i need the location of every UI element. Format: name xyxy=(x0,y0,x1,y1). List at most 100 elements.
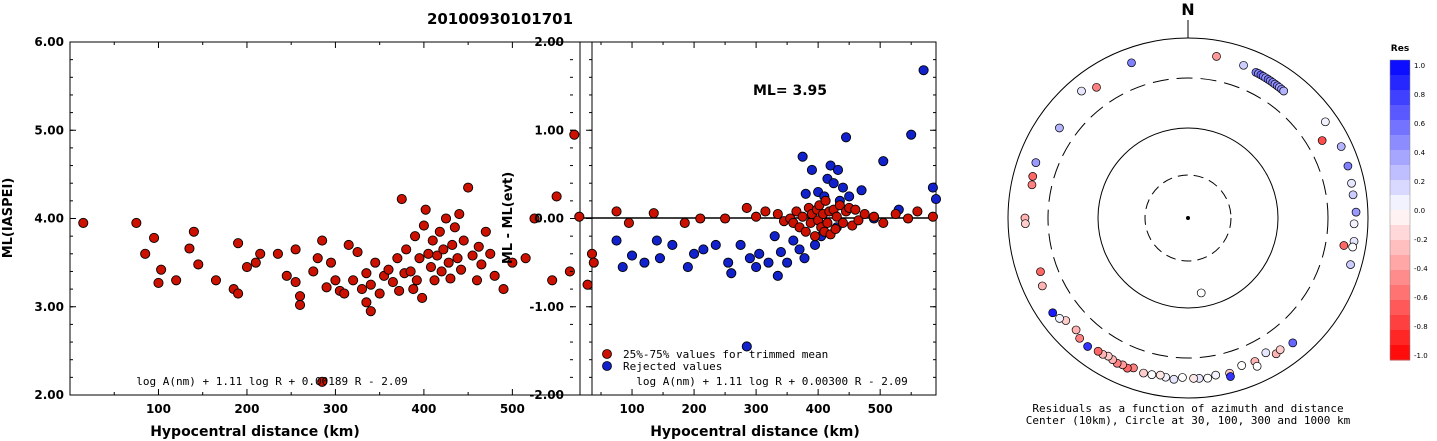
station-residual-point xyxy=(1288,338,1298,348)
trimmed-point xyxy=(611,206,622,217)
north-label: N xyxy=(1181,0,1194,19)
colorbar-swatch xyxy=(1390,270,1410,286)
panel2-xlabel: Hypocentral distance (km) xyxy=(650,424,860,440)
ml-point xyxy=(370,257,381,268)
panel1-ytick-label: 1.00 xyxy=(534,123,564,137)
trimmed-point xyxy=(834,200,845,211)
rejected-point xyxy=(723,257,734,268)
legend-marker-trimmed xyxy=(602,349,612,359)
colorbar-swatch xyxy=(1390,165,1410,181)
station-residual-point xyxy=(1212,52,1221,61)
station-residual-point xyxy=(1279,86,1289,96)
trimmed-point xyxy=(809,231,821,242)
trimmed-point xyxy=(868,211,880,222)
colorbar-swatch xyxy=(1390,255,1410,271)
ring-30km xyxy=(1144,174,1232,262)
ml-point xyxy=(365,279,376,290)
panel1-xlabel: Hypocentral distance (km) xyxy=(150,424,360,440)
ml-point xyxy=(467,250,478,261)
ml-point xyxy=(405,266,416,277)
trimmed-point xyxy=(679,217,690,228)
station-residual-point xyxy=(1093,346,1103,356)
trimmed-point xyxy=(890,209,901,220)
ml-point xyxy=(418,220,429,231)
colorbar-tick-label: 0.6 xyxy=(1414,120,1426,128)
ml-point xyxy=(473,241,484,252)
station-residual-point xyxy=(1020,219,1030,229)
ml-point xyxy=(452,253,463,264)
ml-point xyxy=(352,246,363,258)
rejected-point xyxy=(809,239,821,251)
ml-point xyxy=(78,217,89,228)
ml-point xyxy=(438,244,449,255)
ml-point xyxy=(471,275,483,286)
station-residual-point xyxy=(1169,374,1179,384)
panel0-ytick-label: 5.00 xyxy=(34,123,64,137)
colorbar-swatch xyxy=(1390,75,1410,91)
rejected-point xyxy=(754,248,765,259)
colorbar-swatch xyxy=(1390,300,1410,316)
panel1-xtick-label: 300 xyxy=(744,402,769,416)
station-residual-point xyxy=(1349,219,1359,229)
station-residual-point xyxy=(1048,308,1058,318)
panel2-formula: log A(nm) + 1.11 log R + 0.00300 R - 2.0… xyxy=(636,375,908,388)
station-residual-point xyxy=(1226,372,1235,381)
rejected-point xyxy=(841,132,852,143)
rejected-point xyxy=(782,257,793,268)
station-residual-point xyxy=(1351,207,1361,217)
ml-point xyxy=(547,275,558,286)
rejected-point xyxy=(769,231,780,242)
ml-point xyxy=(330,275,341,286)
station-residual-point xyxy=(1275,345,1285,355)
rejected-point xyxy=(828,178,839,189)
station-residual-point xyxy=(1055,123,1064,133)
trimmed-point xyxy=(574,211,585,222)
station-residual-point xyxy=(1237,361,1247,370)
ml-point xyxy=(443,257,454,268)
trimmed-point xyxy=(648,208,659,219)
trimmed-point xyxy=(822,217,833,228)
ml-point xyxy=(463,182,474,193)
rejected-point xyxy=(806,164,817,176)
rejected-point xyxy=(906,129,917,140)
ml-point xyxy=(432,250,443,261)
ml-point xyxy=(383,264,394,275)
ml-point xyxy=(281,270,292,281)
colorbar-swatch xyxy=(1390,285,1410,301)
ml-point xyxy=(140,248,151,259)
station-residual-point xyxy=(1075,333,1085,343)
panel1-ytick-label: -2.00 xyxy=(529,388,564,402)
ml-point xyxy=(250,257,261,268)
colorbar-swatch xyxy=(1390,105,1410,121)
rejected-point xyxy=(682,261,693,273)
ml-point xyxy=(294,299,306,311)
panel0-xtick-label: 200 xyxy=(234,402,259,416)
panel0-xtick-label: 400 xyxy=(411,402,436,416)
station-residual-point xyxy=(1028,172,1038,181)
panel-residual-map: N Residuals as a function of azimuth and… xyxy=(1007,0,1428,427)
figure-title: 20100930101701 xyxy=(427,10,573,28)
colorbar-swatch xyxy=(1390,330,1410,346)
ml-point xyxy=(394,285,405,296)
rejected-point xyxy=(799,253,810,264)
colorbar-swatch xyxy=(1390,150,1410,166)
colorbar-tick-label: -1.0 xyxy=(1414,352,1428,360)
station-residual-point xyxy=(1071,325,1081,335)
ml-point xyxy=(308,266,319,277)
ml-point xyxy=(233,238,244,249)
ml-point xyxy=(408,284,419,295)
rejected-point xyxy=(744,253,755,264)
colorbar-title: Res xyxy=(1391,44,1409,54)
rejected-point xyxy=(617,261,628,273)
ml-point xyxy=(312,253,323,264)
trimmed-point xyxy=(830,224,841,235)
trimmed-point xyxy=(927,211,938,222)
ml-point xyxy=(374,288,385,299)
rejected-point xyxy=(626,250,638,261)
trimmed-point xyxy=(751,211,762,222)
ml-point xyxy=(447,239,458,251)
ml-point xyxy=(317,235,328,246)
ml-point xyxy=(423,248,434,259)
panel2-ml-annotation: ML= 3.95 xyxy=(753,83,827,99)
